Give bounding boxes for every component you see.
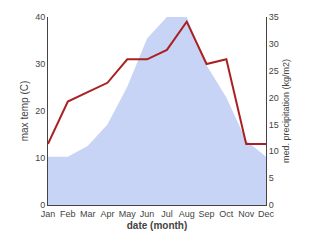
svg-text:30: 30 (35, 59, 45, 69)
svg-text:20: 20 (269, 93, 279, 103)
svg-text:25: 25 (269, 66, 279, 76)
svg-text:20: 20 (35, 106, 45, 116)
svg-text:0: 0 (269, 200, 274, 210)
svg-text:40: 40 (35, 12, 45, 22)
svg-text:max temp (C): max temp (C) (19, 81, 30, 142)
svg-text:Nov: Nov (238, 209, 255, 219)
svg-text:Dec: Dec (258, 209, 275, 219)
svg-text:May: May (119, 209, 137, 219)
svg-text:10: 10 (269, 146, 279, 156)
svg-text:15: 15 (269, 120, 279, 130)
svg-text:Jul: Jul (161, 209, 173, 219)
svg-text:Mar: Mar (80, 209, 96, 219)
svg-text:30: 30 (269, 39, 279, 49)
svg-text:Aug: Aug (179, 209, 195, 219)
svg-text:Jan: Jan (41, 209, 56, 219)
svg-text:35: 35 (269, 12, 279, 22)
svg-text:Sep: Sep (199, 209, 215, 219)
svg-text:Apr: Apr (100, 209, 114, 219)
svg-text:Oct: Oct (219, 209, 234, 219)
svg-text:med. precipitation (kg/m2): med. precipitation (kg/m2) (281, 59, 291, 163)
svg-text:Feb: Feb (60, 209, 76, 219)
svg-text:0: 0 (40, 200, 45, 210)
svg-text:5: 5 (269, 173, 274, 183)
svg-text:10: 10 (35, 153, 45, 163)
svg-text:date (month): date (month) (127, 220, 188, 231)
svg-text:Jun: Jun (140, 209, 155, 219)
